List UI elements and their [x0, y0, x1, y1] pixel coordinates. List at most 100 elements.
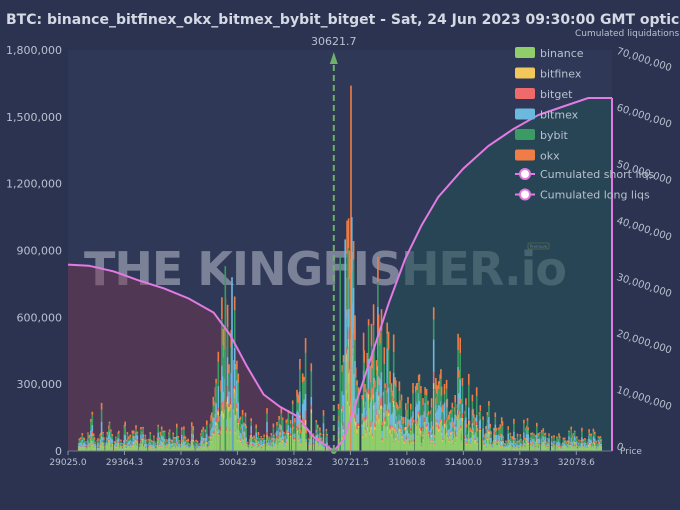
bar-okx	[176, 423, 178, 428]
bar-binance	[542, 442, 545, 451]
bar-binance	[427, 435, 430, 451]
bar-bybit	[597, 437, 600, 440]
bar-bybit	[310, 371, 313, 397]
bar-okx	[410, 403, 412, 409]
bar-okx	[244, 412, 247, 417]
bar-bitget	[536, 438, 538, 440]
bar-bybit	[527, 429, 529, 435]
bar-bitget	[392, 398, 395, 401]
bar-okx	[153, 441, 156, 442]
bar-bybit	[279, 428, 281, 433]
bar-bitget	[195, 445, 197, 446]
bar-bitmex	[251, 442, 254, 444]
bar-bybit	[278, 419, 280, 428]
x-tick-label: 29703.6	[162, 458, 199, 468]
bar-bybit	[556, 438, 558, 443]
bar-bybit	[326, 435, 328, 443]
short-liqs-area	[333, 98, 612, 451]
bar-okx	[531, 432, 534, 435]
bar-binance	[595, 448, 597, 451]
bar-bybit	[596, 447, 598, 449]
bar-bitget	[556, 444, 558, 446]
bar-okx	[120, 439, 122, 442]
bar-bitmex	[164, 445, 167, 448]
bar-bybit	[94, 442, 96, 445]
bar-bybit	[92, 435, 95, 439]
bar-binance	[505, 447, 508, 451]
bar-bybit	[392, 352, 395, 373]
bar-okx	[354, 367, 357, 378]
bar-bitget	[424, 417, 426, 422]
bar-bitmex	[124, 435, 126, 444]
bar-binance	[226, 404, 229, 451]
bar-bitmex	[342, 394, 345, 423]
bar-okx	[397, 406, 399, 411]
bar-bitfinex	[420, 430, 422, 434]
bar-bitfinex	[507, 439, 509, 441]
bar-bitget	[217, 408, 220, 412]
bar-bitmex	[412, 433, 415, 440]
bar-bybit	[432, 319, 435, 340]
bar-okx	[110, 429, 112, 432]
bar-okx	[202, 426, 205, 431]
bar-bitget	[213, 430, 215, 435]
bar-bybit	[461, 385, 464, 404]
bar-bitget	[226, 386, 229, 397]
bar-binance	[534, 448, 537, 451]
bar-bybit	[412, 393, 414, 412]
bar-okx	[195, 439, 197, 442]
bar-bitmex	[310, 396, 313, 406]
bar-binance	[218, 435, 220, 451]
bar-bybit	[534, 436, 537, 442]
bar-binance	[323, 448, 325, 451]
bar-bybit	[499, 428, 502, 436]
bar-bitmex	[380, 372, 383, 397]
current-price-arrow	[329, 52, 338, 64]
bar-okx	[501, 421, 504, 426]
bar-binance	[558, 446, 561, 451]
bar-binance	[425, 428, 428, 451]
bar-bitfinex	[237, 422, 240, 425]
bar-bitget	[412, 439, 415, 442]
bar-bitfinex	[579, 447, 581, 449]
peak-bar	[344, 239, 346, 451]
legend-marker	[519, 168, 531, 180]
bar-okx	[319, 432, 322, 435]
bar-binance	[310, 413, 313, 451]
bar-bitget	[181, 440, 183, 442]
bar-okx	[412, 419, 415, 423]
bar-bitfinex	[192, 439, 194, 441]
bar-okx	[204, 429, 207, 433]
bar-okx	[386, 322, 388, 334]
bar-okx	[144, 434, 147, 437]
bar-bybit	[81, 435, 84, 440]
bar-bybit	[483, 437, 485, 441]
bar-binance	[309, 445, 311, 451]
bar-bitmex	[422, 414, 424, 427]
bar-bybit	[133, 433, 135, 436]
bar-bitmex	[544, 436, 547, 441]
bar-bybit	[83, 440, 86, 443]
bar-bitmex	[590, 440, 592, 444]
bar-bitmex	[276, 430, 278, 437]
legend-swatch-bybit	[515, 129, 535, 140]
bar-okx	[211, 412, 213, 419]
bar-bitget	[304, 411, 307, 420]
bar-okx	[188, 443, 190, 445]
bar-binance	[412, 442, 415, 451]
bar-bybit	[153, 437, 155, 442]
bar-bybit	[553, 437, 555, 441]
bar-okx	[435, 384, 438, 394]
bar-binance	[263, 444, 265, 451]
bar-okx	[573, 430, 576, 433]
bar-bitmex	[91, 425, 94, 431]
bar-bitfinex	[304, 419, 307, 425]
bar-bybit	[131, 433, 134, 438]
bar-okx	[196, 440, 199, 443]
bar-bitmex	[250, 425, 252, 434]
bar-bybit	[236, 369, 238, 381]
bar-binance	[399, 431, 401, 451]
bar-bybit	[171, 441, 173, 444]
bar-okx	[520, 439, 522, 441]
bar-okx	[537, 433, 539, 436]
